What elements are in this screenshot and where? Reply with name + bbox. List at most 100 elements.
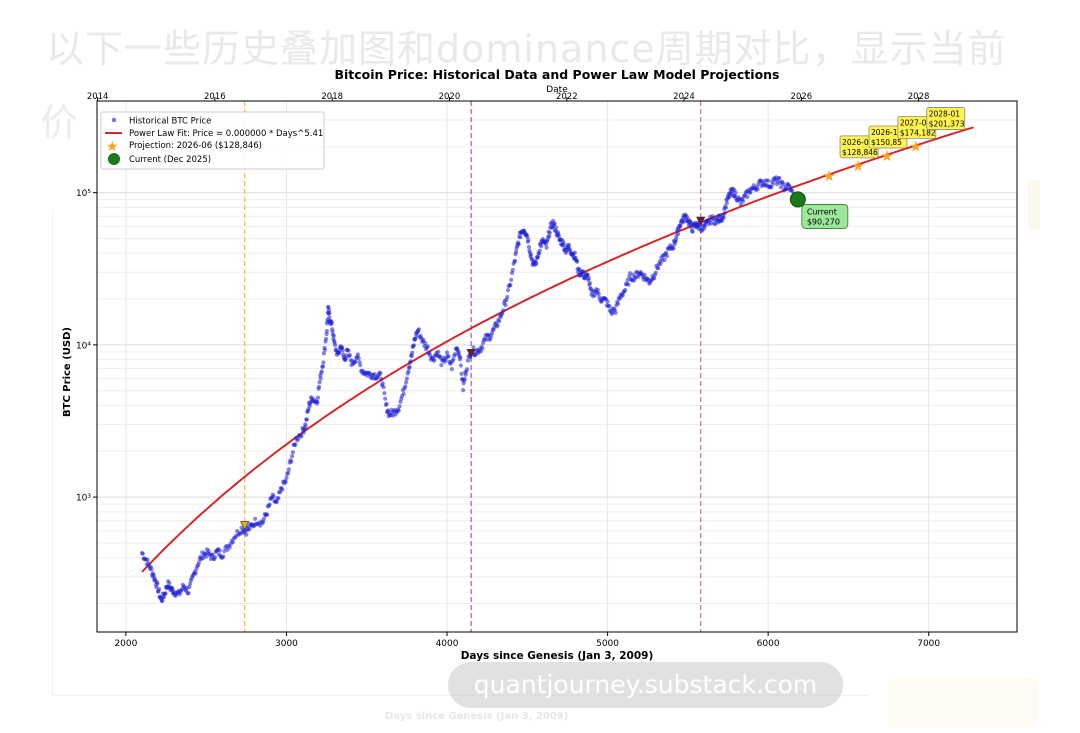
historical-point <box>748 190 753 195</box>
halving-marker <box>240 521 250 531</box>
historical-point <box>163 591 168 596</box>
historical-point <box>343 356 348 361</box>
historical-point <box>261 516 267 521</box>
historical-point <box>140 551 145 556</box>
historical-point <box>372 372 377 377</box>
historical-point <box>770 181 776 186</box>
historical-point <box>458 355 463 360</box>
historical-point <box>327 315 332 320</box>
historical-point <box>690 229 695 234</box>
historical-point <box>340 348 345 353</box>
historical-point <box>595 288 601 293</box>
historical-point <box>566 242 572 247</box>
historical-point <box>379 376 384 382</box>
historical-point <box>484 337 489 342</box>
historical-point <box>324 328 329 334</box>
historical-point <box>544 245 549 250</box>
grid-layer <box>97 100 1017 632</box>
historical-point <box>321 360 326 365</box>
historical-point <box>280 487 285 492</box>
historical-point <box>347 353 352 358</box>
historical-point <box>296 436 301 441</box>
historical-point <box>605 299 610 304</box>
power-law-fit-line <box>141 126 974 573</box>
historical-point <box>380 381 385 386</box>
y-tick-label: 10³ <box>76 494 91 504</box>
top-tick-label: 2022 <box>556 92 578 102</box>
historical-point <box>512 258 518 263</box>
historical-point <box>514 249 519 254</box>
historical-point <box>186 591 191 596</box>
historical-point <box>769 185 774 190</box>
historical-point <box>244 532 249 537</box>
historical-point <box>356 356 361 361</box>
historical-point <box>299 434 304 439</box>
historical-point <box>157 587 162 592</box>
historical-point <box>607 303 612 308</box>
historical-point <box>319 369 324 374</box>
projection-annotation-text: $201,373 <box>929 120 965 129</box>
vline-layer <box>244 101 702 632</box>
top-tick-label: 2016 <box>204 92 226 102</box>
historical-point <box>155 581 160 586</box>
historical-point <box>320 364 325 369</box>
x-tick-label: 7000 <box>917 639 940 649</box>
legend-projection-label: Projection: 2026-06 ($128,846) <box>129 141 262 151</box>
historical-point <box>324 336 329 342</box>
legend-historical-icon <box>111 117 117 123</box>
x-tick-label: 2000 <box>114 639 137 649</box>
halving-markers <box>240 216 706 531</box>
historical-point <box>321 351 326 356</box>
projection-annotation-text: 2026-0 <box>842 138 869 147</box>
historical-point <box>596 291 601 296</box>
historical-point <box>497 319 502 324</box>
projection-markers: ★ ★ ★ ★ <box>822 137 922 185</box>
top-tick-label: 2024 <box>673 92 695 102</box>
historical-point <box>384 401 389 406</box>
historical-point <box>495 323 500 328</box>
projection-star: ★ <box>880 147 893 165</box>
historical-point <box>505 294 510 300</box>
historical-point <box>459 371 464 376</box>
historical-point <box>161 595 166 600</box>
historical-point <box>509 277 514 282</box>
historical-point <box>217 548 222 553</box>
historical-point <box>664 254 670 259</box>
historical-point <box>724 200 730 206</box>
projection-star: ★ <box>909 137 922 155</box>
historical-point <box>653 270 658 275</box>
historical-point <box>723 205 729 210</box>
historical-point <box>317 380 322 385</box>
historical-point <box>381 385 386 390</box>
historical-point <box>463 372 468 377</box>
historical-point <box>528 252 534 257</box>
legend-fit-label: Power Law Fit: Price = 0.000000 * Days^5… <box>129 129 323 139</box>
historical-point <box>458 363 463 368</box>
historical-point <box>404 380 409 385</box>
historical-point <box>286 467 291 472</box>
y-tick-label: 10⁴ <box>76 341 91 351</box>
historical-point <box>626 282 631 287</box>
historical-point <box>346 348 351 353</box>
historical-point <box>404 376 409 381</box>
current-price-label-text: Current <box>807 207 837 216</box>
historical-point <box>526 244 532 250</box>
top-tick-label: 2020 <box>439 92 461 102</box>
historical-point <box>613 310 618 315</box>
historical-point <box>656 266 661 271</box>
historical-point <box>222 549 227 554</box>
y-tick-label: 10⁵ <box>76 189 91 199</box>
legend-projection-icon: ★ <box>106 139 119 155</box>
y-axis-label: BTC Price (USD) <box>62 327 73 417</box>
projection-annotations: 2026-0$128,846 2026-1$150,85 2027-0$174,18… <box>839 107 966 159</box>
historical-point <box>327 310 332 316</box>
historical-point <box>451 357 456 362</box>
historical-point <box>702 224 708 229</box>
historical-point <box>489 330 495 335</box>
historical-point <box>414 334 419 339</box>
historical-point <box>755 187 760 192</box>
historical-point <box>283 479 288 484</box>
historical-point <box>534 261 539 266</box>
historical-point <box>510 267 515 272</box>
historical-point <box>741 199 746 204</box>
